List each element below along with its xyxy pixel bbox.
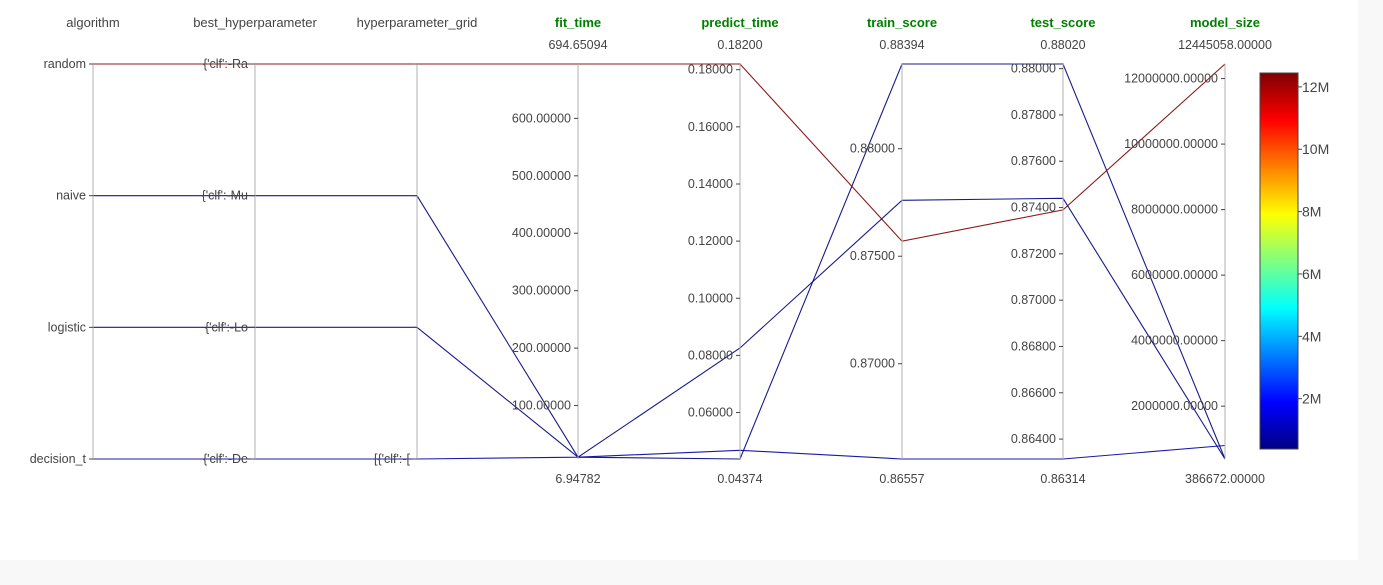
parallel-coordinates-chart[interactable]: algorithm random naive logistic decision_t be…	[0, 0, 1358, 560]
range-max-label: 0.18200	[717, 38, 762, 52]
colorbar-ticks: 2M 4M 6M 8M 10M 12M	[1298, 79, 1329, 407]
category-label: {'clf':-Mu	[202, 189, 248, 203]
tick-label: 400.00000	[512, 226, 571, 240]
range-max-label: 12445058.00000	[1178, 38, 1272, 52]
tick-label: 0.87600	[1011, 154, 1056, 168]
range-min-label: 6.94782	[555, 472, 600, 486]
category-label: [{'clf':-[	[374, 452, 411, 466]
plot-area: algorithm random naive logistic decision_t be…	[0, 0, 1358, 560]
axis-title[interactable]: best_hyperparameter	[193, 15, 317, 30]
range-max-label: 0.88020	[1040, 38, 1085, 52]
category-label: {'clf':-De	[203, 452, 248, 466]
tick-label: 8000000.00000	[1131, 203, 1218, 217]
colorbar-tick-label: 12M	[1302, 79, 1329, 95]
colorbar-tick-label: 2M	[1302, 391, 1321, 407]
axis-train-score[interactable]: train_score 0.88394 0.86557 0.87000 0.87500 0…	[850, 15, 937, 486]
tick-label: 0.86400	[1011, 432, 1056, 446]
range-min-label: 0.04374	[717, 472, 762, 486]
tick-label: 4000000.00000	[1131, 334, 1218, 348]
tick-label: 0.88000	[1011, 62, 1056, 76]
tick-label: 0.08000	[688, 348, 733, 362]
tick-label: 0.86600	[1011, 386, 1056, 400]
tick-label: 10000000.00000	[1124, 137, 1218, 151]
axis-title[interactable]: train_score	[867, 15, 937, 30]
tick-label: 500.00000	[512, 169, 571, 183]
tick-label: 0.06000	[688, 406, 733, 420]
axis-title[interactable]: predict_time	[701, 15, 778, 30]
category-label: {'clf':-Ra	[203, 57, 248, 71]
axes-layer: algorithm random naive logistic decision_t be…	[30, 15, 1272, 486]
range-min-label: 386672.00000	[1185, 472, 1265, 486]
category-label: random	[44, 57, 86, 71]
axis-title[interactable]: hyperparameter_grid	[357, 15, 478, 30]
range-max-label: 0.88394	[879, 38, 924, 52]
tick-label: 0.16000	[688, 120, 733, 134]
record-line-logistic[interactable]	[93, 197, 1226, 460]
tick-label: 0.88000	[850, 142, 895, 156]
colorbar: 2M 4M 6M 8M 10M 12M	[1259, 72, 1329, 450]
colorbar-tick-label: 8M	[1302, 204, 1321, 220]
axis-predict-time[interactable]: predict_time 0.18200 0.04374 0.06000 0.08000…	[688, 15, 779, 486]
colorbar-gradient	[1259, 72, 1299, 450]
tick-label: 0.87000	[1011, 293, 1056, 307]
tick-label: 0.10000	[688, 291, 733, 305]
axis-model-size[interactable]: model_size 12445058.00000 386672.00000 2000…	[1124, 15, 1272, 486]
category-label: naive	[56, 189, 86, 203]
colorbar-tick-label: 4M	[1302, 328, 1321, 344]
axis-title[interactable]: algorithm	[66, 15, 119, 30]
tick-label: 0.87000	[850, 357, 895, 371]
tick-label: 6000000.00000	[1131, 268, 1218, 282]
tick-label: 0.18000	[688, 63, 733, 77]
colorbar-tick-label: 10M	[1302, 141, 1329, 157]
axis-fit-time[interactable]: fit_time 694.65094 6.94782 100.00000 200.000…	[512, 15, 608, 486]
tick-label: 200.00000	[512, 341, 571, 355]
axis-title[interactable]: fit_time	[555, 15, 601, 30]
range-min-label: 0.86314	[1040, 472, 1085, 486]
axis-title[interactable]: test_score	[1030, 15, 1095, 30]
tick-label: 300.00000	[512, 284, 571, 298]
axis-algorithm[interactable]: algorithm random naive logistic decision_t	[30, 15, 120, 466]
axis-test-score[interactable]: test_score 0.88020 0.86314 0.86400 0.86600 0.…	[1011, 15, 1096, 486]
category-label: logistic	[48, 320, 86, 334]
tick-label: 0.12000	[688, 234, 733, 248]
tick-label: 0.86800	[1011, 339, 1056, 353]
category-label: {'clf':-Lo	[205, 320, 248, 334]
axis-hyperparameter-grid[interactable]: hyperparameter_grid [{'clf':-[	[357, 15, 478, 466]
tick-label: 0.87200	[1011, 247, 1056, 261]
record-line-random[interactable]	[93, 63, 1226, 242]
axis-title[interactable]: model_size	[1190, 15, 1260, 30]
record-line-naive[interactable]	[93, 63, 1226, 460]
record-line-decision-t[interactable]	[93, 444, 1226, 460]
tick-label: 0.14000	[688, 177, 733, 191]
colorbar-tick-label: 6M	[1302, 266, 1321, 282]
range-max-label: 694.65094	[548, 38, 607, 52]
tick-label: 12000000.00000	[1124, 72, 1218, 86]
tick-label: 0.87500	[850, 249, 895, 263]
tick-label: 100.00000	[512, 399, 571, 413]
range-min-label: 0.86557	[879, 472, 924, 486]
axis-best-hyperparameter[interactable]: best_hyperparameter {'clf':-Ra {'clf':-Mu {…	[193, 15, 317, 466]
tick-label: 0.87800	[1011, 108, 1056, 122]
tick-label: 600.00000	[512, 111, 571, 125]
tick-label: 2000000.00000	[1131, 399, 1218, 413]
category-label: decision_t	[30, 452, 87, 466]
polylines-layer	[93, 63, 1226, 460]
tick-label: 0.87400	[1011, 201, 1056, 215]
